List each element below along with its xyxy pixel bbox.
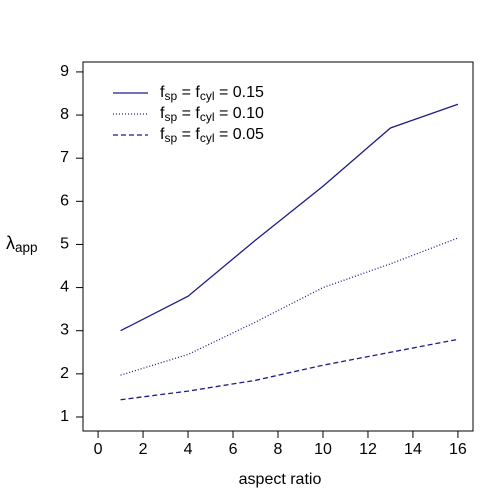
- series-line: [120, 103, 459, 332]
- x-tick-label: 16: [449, 441, 467, 458]
- y-tick-label: 1: [60, 408, 69, 425]
- y-tick-label: 3: [60, 322, 69, 339]
- legend-label: fsp = fcyl = 0.05: [160, 126, 264, 145]
- legend-label: fsp = fcyl = 0.10: [160, 105, 264, 124]
- legend-label: fsp = fcyl = 0.15: [160, 84, 264, 103]
- y-tick-label: 5: [60, 236, 69, 253]
- y-tick-label: 6: [60, 193, 69, 210]
- x-axis-label: aspect ratio: [239, 471, 322, 488]
- y-tick-label: 4: [60, 279, 69, 296]
- x-tick-label: 0: [94, 441, 103, 458]
- series-line: [120, 237, 459, 376]
- x-tick-label: 8: [274, 441, 283, 458]
- x-tick-label: 6: [229, 441, 238, 458]
- x-tick-label: 12: [359, 441, 377, 458]
- y-tick-label: 7: [60, 149, 69, 166]
- series-line: [120, 338, 459, 401]
- x-tick-label: 4: [184, 441, 193, 458]
- plot-frame: [82, 61, 474, 432]
- y-tick-label: 9: [60, 63, 69, 80]
- y-tick-label: 8: [60, 106, 69, 123]
- x-tick-label: 2: [139, 441, 148, 458]
- x-tick-label: 14: [404, 441, 422, 458]
- y-axis-label: λapp: [6, 233, 38, 255]
- x-tick-label: 10: [314, 441, 332, 458]
- y-tick-label: 2: [60, 365, 69, 382]
